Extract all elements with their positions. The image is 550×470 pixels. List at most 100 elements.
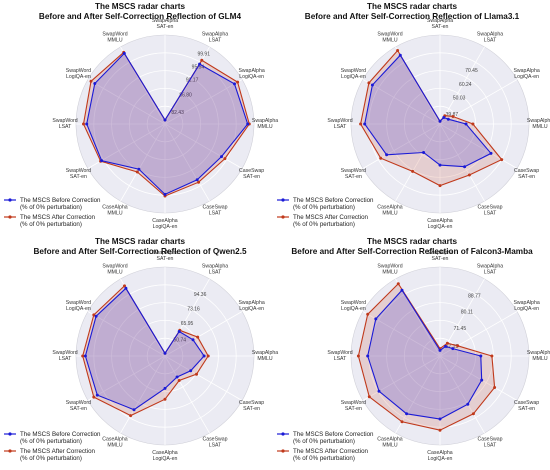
series-before-point	[163, 192, 167, 196]
series-before-point	[374, 317, 378, 321]
grid-spoke	[395, 123, 441, 202]
grid-spoke	[439, 123, 518, 169]
radial-tick-label: 95.54	[192, 65, 205, 71]
series-before-point	[220, 155, 223, 159]
series-after-point	[89, 79, 93, 83]
series-before-point	[398, 53, 402, 57]
grid-spoke	[87, 311, 166, 357]
series-before-point	[189, 369, 193, 373]
series-before-point	[385, 153, 389, 157]
legend-before-label: The MSCS Before Correction	[20, 431, 101, 438]
series-after-point	[467, 173, 471, 177]
legend-after-marker	[281, 449, 285, 453]
series-after-point	[500, 158, 504, 162]
radial-tick-label: 57.13	[446, 344, 459, 350]
legend-before-label: The MSCS Before Correction	[293, 431, 374, 438]
grid-spoke	[395, 355, 441, 434]
grid-spoke	[164, 278, 210, 357]
series-before-point	[195, 178, 199, 182]
series-after-point	[359, 122, 363, 126]
radial-tick-label: 99.91	[197, 52, 210, 58]
radial-tick-label: 60.24	[459, 82, 472, 88]
grid-spoke	[439, 46, 485, 125]
grid-spoke	[120, 123, 166, 202]
series-before-point	[163, 386, 167, 390]
axis-label: SwapAlpha LogiQA-en	[238, 300, 264, 312]
axis-label: SwapAlpha LSAT	[477, 31, 503, 43]
chart-subtitle: Before and After Self-Correction Reflect…	[33, 247, 247, 256]
axis-label: SwapWord LogiQA-en	[66, 300, 91, 312]
chart-legend: The MSCS Before Correction (% of 0% pertu…	[4, 431, 101, 462]
series-after-point	[81, 354, 85, 358]
radial-tick-label: 82.43	[171, 110, 184, 116]
axis-label: CaseSwap SAT-en	[514, 168, 539, 180]
legend-after-sublabel: (% of 0% perturbation)	[293, 455, 355, 462]
chart-subtitle: Before and After Self-Correction Reflect…	[305, 12, 520, 21]
series-after-point	[396, 49, 400, 52]
chart-subtitle: Before and After Self-Correction Reflect…	[39, 12, 242, 21]
series-before-point	[137, 167, 141, 171]
series-after-point	[367, 395, 371, 399]
grid-spoke	[164, 355, 210, 434]
grid-spoke	[87, 355, 166, 401]
series-after-point	[92, 395, 96, 399]
series-before-point	[100, 159, 104, 163]
series-before-point	[175, 375, 179, 379]
radial-tick-label: 50.03	[453, 96, 466, 102]
grid-spoke	[164, 355, 243, 401]
series-after-point	[195, 372, 198, 376]
axis-label: CaseAlpha MMLU	[102, 437, 127, 449]
series-after-point	[471, 122, 475, 126]
axis-label: CaseAlpha LogiQA-en	[427, 450, 452, 462]
series-after-point	[396, 282, 400, 286]
axis-label: SwapWord MMLU	[102, 31, 127, 43]
series-after-point	[356, 354, 360, 358]
axis-label: CaseSwap LSAT	[202, 437, 227, 449]
series-before-point	[480, 378, 484, 382]
axis-label: CaseAlpha MMLU	[377, 205, 402, 217]
series-before-point	[94, 314, 98, 318]
legend-after-sublabel: (% of 0% perturbation)	[20, 455, 82, 462]
legend-after-label: The MSCS After Correction	[293, 448, 369, 455]
series-before-point	[132, 408, 136, 412]
series-after-point	[82, 122, 85, 126]
legend-after-label: The MSCS After Correction	[20, 448, 96, 455]
series-before-point	[85, 122, 89, 126]
axis-label: SwapAlpha LSAT	[202, 31, 228, 43]
series-before-point	[370, 83, 374, 87]
series-before-point	[463, 165, 467, 169]
legend-before-sublabel: (% of 0% perturbation)	[293, 204, 355, 211]
radial-tick-label: 71.45	[454, 326, 467, 332]
series-after-point	[438, 428, 442, 432]
series-before-point	[422, 151, 426, 154]
axis-label: CaseSwap LSAT	[202, 205, 227, 217]
radial-tick-label: 73.16	[187, 306, 200, 312]
grid-spoke	[120, 355, 166, 434]
chart-legend: The MSCS Before Correction(% of 0% pertu…	[4, 197, 101, 228]
radial-tick-label: 80.11	[461, 310, 473, 316]
series-before-point	[83, 354, 87, 358]
radial-tick-label: 65.95	[181, 321, 194, 327]
series-after-point	[438, 184, 442, 188]
legend-after-sublabel: (% of 0% perturbation)	[293, 221, 355, 228]
axis-label: CaseSwap SAT-en	[514, 400, 539, 412]
axis-label: SwapWord MMLU	[377, 263, 402, 275]
series-after-point	[200, 58, 204, 62]
series-after-point	[223, 157, 227, 161]
legend-before-label: The MSCS Before Correction	[293, 197, 374, 204]
axis-label: SwapWord SAT-en	[341, 168, 366, 180]
chart-title: The MSCS radar charts	[367, 237, 458, 246]
series-before-point	[438, 163, 442, 167]
axis-label: SwapAlpha SAT-en	[427, 250, 453, 262]
axis-label: SwapAlpha SAT-en	[427, 18, 453, 30]
axis-label: SwapWord LogiQA-en	[341, 68, 366, 80]
series-before-point	[438, 119, 442, 123]
